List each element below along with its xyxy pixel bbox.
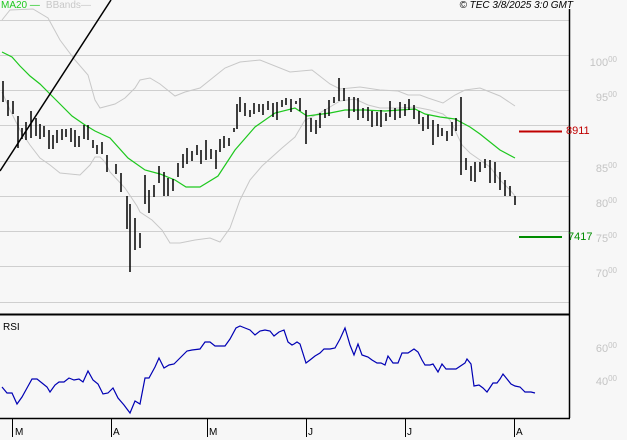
x-label-march: M xyxy=(15,427,24,438)
x-axis-ticks xyxy=(12,419,515,437)
price-label-7000: 7000 xyxy=(595,266,617,280)
price-bars xyxy=(0,0,516,272)
legend-ma20: MA20 — xyxy=(1,0,40,11)
price-label-8000: 8000 xyxy=(595,196,617,210)
rsi-label-40: 4000 xyxy=(595,374,617,388)
resistance-value: 8911 xyxy=(566,125,590,137)
price-label-7500: 7500 xyxy=(595,231,617,245)
support-value: 7417 xyxy=(568,231,593,243)
price-label-8500: 8500 xyxy=(595,161,617,175)
rsi-panel-label: RSI xyxy=(3,322,20,333)
rsi-label-60: 6000 xyxy=(595,341,617,355)
x-label-july: J xyxy=(407,427,412,438)
x-label-june: J xyxy=(308,427,313,438)
rsi-line xyxy=(1,325,536,415)
price-label-10000: 10000 xyxy=(589,55,617,69)
copyright-timestamp: © TEC 3/8/2025 3:0 GMT xyxy=(459,0,573,11)
bollinger-bands xyxy=(1,8,516,244)
x-label-may: M xyxy=(209,427,218,438)
legend-bbands: BBands— xyxy=(45,0,91,11)
x-label-april: A xyxy=(113,427,120,438)
chart-legend: MA20 — BBands— xyxy=(1,0,91,12)
ma20-line xyxy=(1,51,516,188)
price-label-9500: 9500 xyxy=(595,90,617,104)
x-label-august: A xyxy=(516,427,523,438)
price-gridlines xyxy=(0,20,569,303)
